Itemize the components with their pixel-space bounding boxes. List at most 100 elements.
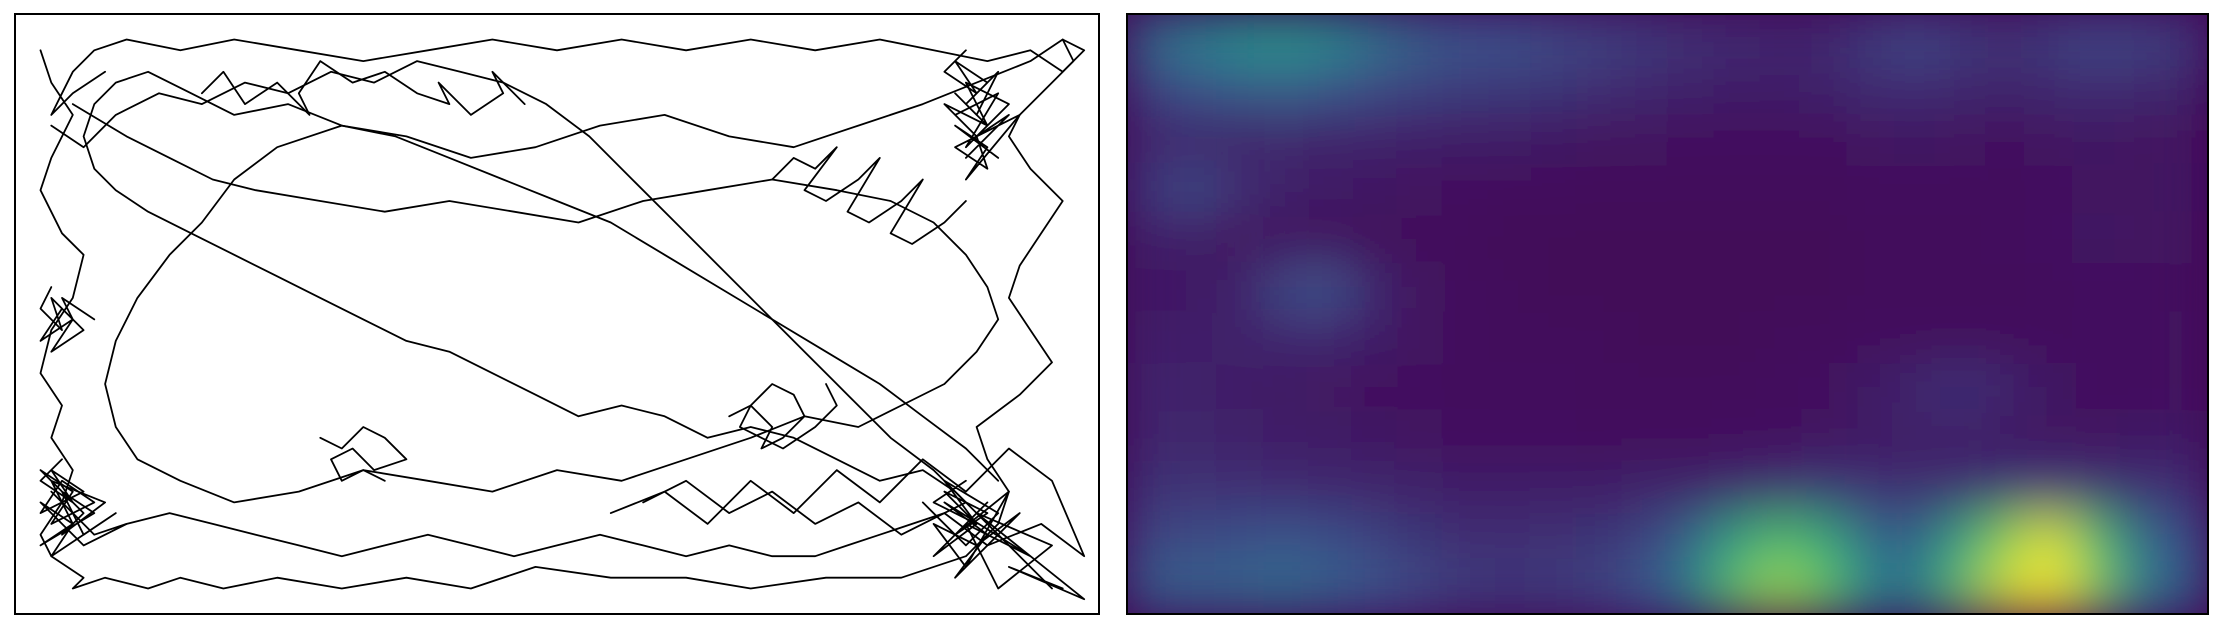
heatmap-cell-r0-c19 — [1981, 14, 2029, 65]
trajectory-segment-12 — [771, 146, 967, 245]
heatmap-cell-r0-c4 — [1306, 14, 1354, 65]
heatmap-cell-r1-c6 — [1396, 63, 1444, 115]
heatmap-cell-r5-c17 — [1891, 263, 1939, 315]
heatmap-cell-r6-c15 — [1801, 313, 1849, 365]
heatmap-cell-r9-c9 — [1531, 463, 1579, 515]
heatmap-cell-r8-c9 — [1531, 413, 1579, 465]
heatmap-cell-r8-c1 — [1171, 413, 1219, 465]
heatmap-cell-r9-c6 — [1396, 463, 1444, 515]
heatmap-cell-r10-c17 — [1891, 513, 1939, 565]
heatmap-cell-r9-c4 — [1306, 463, 1354, 515]
heatmap-cell-r7-c19 — [1981, 363, 2029, 415]
heatmap-cell-r5-c21 — [2071, 263, 2119, 315]
heatmap-cell-r11-c16 — [1846, 563, 1894, 614]
heatmap-cell-r3-c5 — [1351, 163, 1399, 215]
trajectory-segment-8 — [39, 286, 96, 353]
heatmap-cell-r5-c3 — [1261, 263, 1309, 315]
trajectory-segment-5 — [943, 49, 1021, 181]
heatmap-cell-r8-c19 — [1981, 413, 2029, 465]
heatmap-cell-r1-c2 — [1216, 63, 1264, 115]
heatmap-cell-r3-c16 — [1846, 163, 1894, 215]
trajectory-segment-13 — [200, 60, 526, 116]
heatmap-cell-r1-c19 — [1981, 63, 2029, 115]
heatmap-cell-r11-c3 — [1261, 563, 1309, 614]
heatmap-cell-r7-c5 — [1351, 363, 1399, 415]
heatmap-cell-r6-c3 — [1261, 313, 1309, 365]
heatmap-cell-r3-c4 — [1306, 163, 1354, 215]
heatmap-cell-r10-c2 — [1216, 513, 1264, 565]
heatmap-cell-r9-c13 — [1711, 463, 1759, 515]
heatmap-cell-r6-c13 — [1711, 313, 1759, 365]
heatmap-cell-r4-c4 — [1306, 213, 1354, 265]
heatmap-cell-r8-c5 — [1351, 413, 1399, 465]
heatmap-cell-r5-c5 — [1351, 263, 1399, 315]
heatmap-cell-r3-c12 — [1666, 163, 1714, 215]
heatmap-cell-r0-c0 — [1127, 14, 1174, 65]
heatmap-cell-r6-c0 — [1127, 313, 1174, 365]
heatmap-cell-r7-c14 — [1756, 363, 1804, 415]
heatmap-cell-r9-c7 — [1441, 463, 1489, 515]
heatmap-cell-r3-c21 — [2071, 163, 2119, 215]
heatmap-cell-r5-c23 — [2161, 263, 2208, 315]
heatmap-cell-r10-c5 — [1351, 513, 1399, 565]
heatmap-cell-r8-c20 — [2026, 413, 2074, 465]
heatmap-cell-r4-c10 — [1576, 213, 1624, 265]
heatmap-cell-r6-c14 — [1756, 313, 1804, 365]
heatmap-cell-r7-c1 — [1171, 363, 1219, 415]
heatmap-cell-r3-c13 — [1711, 163, 1759, 215]
heatmap-cell-r3-c14 — [1756, 163, 1804, 215]
heatmap-cell-r7-c11 — [1621, 363, 1669, 415]
heatmap-cell-r10-c11 — [1621, 513, 1669, 565]
heatmap-cell-r11-c1 — [1171, 563, 1219, 614]
heatmap-cell-r8-c7 — [1441, 413, 1489, 465]
heatmap-cell-r2-c13 — [1711, 113, 1759, 165]
heatmap-cell-r10-c20 — [2026, 513, 2074, 565]
heatmap-cell-r7-c17 — [1891, 363, 1939, 415]
trajectory-segment-7 — [39, 458, 128, 558]
heatmap-cell-r0-c16 — [1846, 14, 1894, 65]
heatmap-cell-r1-c4 — [1306, 63, 1354, 115]
heatmap-cell-r8-c8 — [1486, 413, 1534, 465]
heatmap-cell-r2-c12 — [1666, 113, 1714, 165]
heatmap-cell-r9-c3 — [1261, 463, 1309, 515]
heatmap-cell-r5-c19 — [1981, 263, 2029, 315]
heatmap-cell-r6-c21 — [2071, 313, 2119, 365]
heatmap-cell-r11-c0 — [1127, 563, 1174, 614]
trajectory-segment-11 — [728, 383, 838, 450]
heatmap-cell-r1-c11 — [1621, 63, 1669, 115]
heatmap-cell-r11-c18 — [1936, 563, 1984, 614]
heatmap-cell-r0-c18 — [1936, 14, 1984, 65]
heatmap-cell-r5-c7 — [1441, 263, 1489, 315]
heatmap-cell-r2-c23 — [2161, 113, 2208, 165]
heatmap-cell-r7-c7 — [1441, 363, 1489, 415]
heatmap-cell-r0-c6 — [1396, 14, 1444, 65]
heatmap-cell-r2-c6 — [1396, 113, 1444, 165]
heatmap-cell-r4-c9 — [1531, 213, 1579, 265]
heatmap-cell-r2-c22 — [2116, 113, 2164, 165]
heatmap-cell-r5-c12 — [1666, 263, 1714, 315]
heatmap-cell-r11-c9 — [1531, 563, 1579, 614]
heatmap-cell-r10-c16 — [1846, 513, 1894, 565]
heatmap-cell-r7-c22 — [2116, 363, 2164, 415]
heatmap-cell-r11-c20 — [2026, 563, 2074, 614]
heatmap-panel — [1126, 13, 2209, 615]
heatmap-cell-r3-c23 — [2161, 163, 2208, 215]
heatmap-cell-r11-c12 — [1666, 563, 1714, 614]
heatmap-cell-r9-c8 — [1486, 463, 1534, 515]
heatmap-cell-r5-c11 — [1621, 263, 1669, 315]
heatmap-cell-r4-c12 — [1666, 213, 1714, 265]
heatmap-cell-r11-c19 — [1981, 563, 2029, 614]
heatmap-cell-r4-c3 — [1261, 213, 1309, 265]
heatmap-cell-r4-c19 — [1981, 213, 2029, 265]
heatmap-cell-r9-c18 — [1936, 463, 1984, 515]
trajectory-plot-area — [15, 14, 1099, 614]
heatmap-cell-r2-c10 — [1576, 113, 1624, 165]
heatmap-cell-r9-c15 — [1801, 463, 1849, 515]
heatmap-cell-r3-c17 — [1891, 163, 1939, 215]
heatmap-cell-r11-c2 — [1216, 563, 1264, 614]
heatmap-cell-r4-c23 — [2161, 213, 2208, 265]
heatmap-cell-r10-c15 — [1801, 513, 1849, 565]
heatmap-cell-r6-c17 — [1891, 313, 1939, 365]
heatmap-cell-r2-c18 — [1936, 113, 1984, 165]
